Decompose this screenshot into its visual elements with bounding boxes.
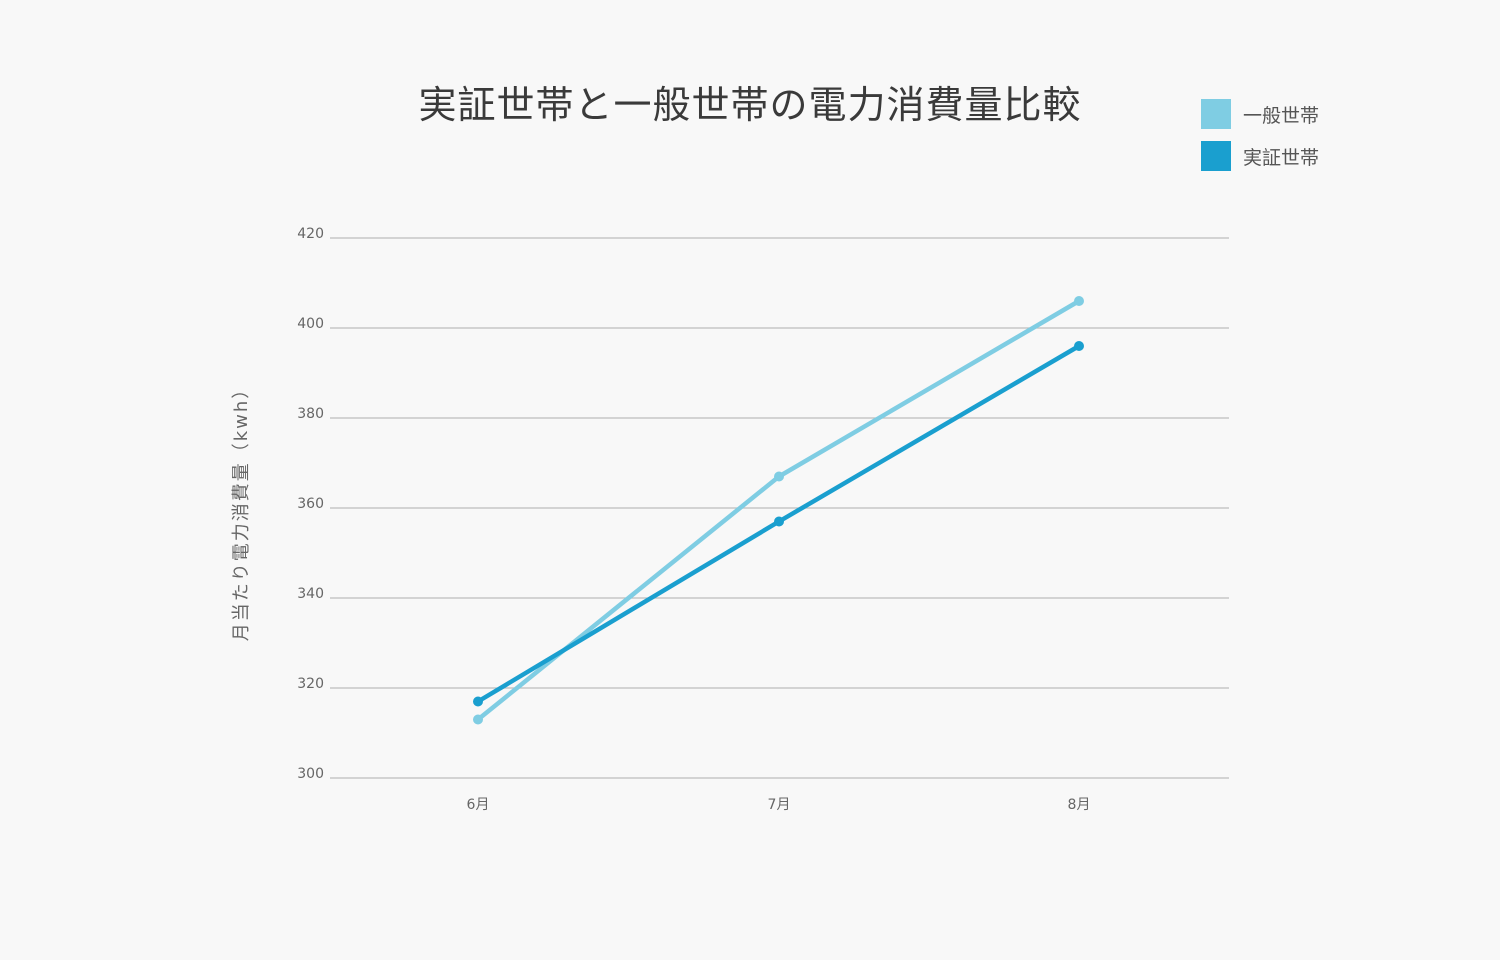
data-point bbox=[473, 714, 483, 725]
x-tick-label: 8月 bbox=[1068, 797, 1091, 813]
legend-label-general: 一般世帯 bbox=[1243, 104, 1320, 127]
legend-item-demo: 実証世帯 bbox=[1201, 141, 1319, 171]
y-tick-label: 320 bbox=[297, 676, 324, 692]
y-tick-label: 360 bbox=[297, 496, 324, 512]
x-tick-label: 7月 bbox=[768, 797, 791, 813]
gridlines: 300 320 340 360 380 400 420 bbox=[297, 226, 1229, 782]
data-point bbox=[473, 696, 483, 707]
data-point bbox=[774, 516, 784, 527]
y-tick-label: 340 bbox=[297, 586, 324, 602]
series-line bbox=[476, 299, 1081, 722]
legend-item-general: 一般世帯 bbox=[1201, 99, 1319, 129]
y-tick-label: 400 bbox=[297, 316, 324, 332]
chart-title: 実証世帯と一般世帯の電力消費量比較 bbox=[418, 83, 1082, 127]
data-point bbox=[774, 471, 784, 482]
series-demo bbox=[473, 341, 1084, 707]
data-point bbox=[1074, 296, 1084, 306]
legend-swatch-demo bbox=[1201, 141, 1231, 171]
data-point bbox=[1074, 341, 1084, 351]
x-tick-label: 6月 bbox=[467, 797, 490, 813]
y-tick-label: 300 bbox=[297, 766, 324, 782]
legend-label-demo: 実証世帯 bbox=[1243, 146, 1320, 169]
legend-swatch-general bbox=[1201, 99, 1231, 129]
y-tick-label: 380 bbox=[297, 406, 324, 422]
chart-legend: 一般世帯 実証世帯 bbox=[1201, 99, 1319, 183]
series-general bbox=[473, 296, 1084, 725]
y-tick-label: 420 bbox=[297, 226, 324, 242]
